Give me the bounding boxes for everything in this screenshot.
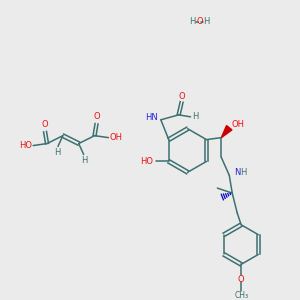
- Text: O: O: [42, 120, 48, 129]
- Text: H: H: [82, 156, 88, 165]
- Text: H: H: [192, 112, 199, 121]
- Text: H: H: [54, 148, 60, 157]
- Text: O: O: [93, 112, 100, 121]
- Text: O: O: [238, 275, 244, 284]
- Text: CH₃: CH₃: [235, 291, 249, 300]
- Text: N: N: [234, 168, 240, 177]
- Text: HN: HN: [146, 113, 158, 122]
- Text: HO: HO: [19, 141, 32, 150]
- Text: O: O: [196, 17, 203, 26]
- Text: O: O: [178, 92, 185, 100]
- Text: H: H: [203, 17, 210, 26]
- Polygon shape: [221, 126, 232, 138]
- Text: HO: HO: [140, 157, 154, 166]
- Text: H: H: [189, 17, 196, 26]
- Text: OH: OH: [232, 120, 245, 129]
- Text: OH: OH: [110, 133, 123, 142]
- Text: H: H: [240, 168, 246, 177]
